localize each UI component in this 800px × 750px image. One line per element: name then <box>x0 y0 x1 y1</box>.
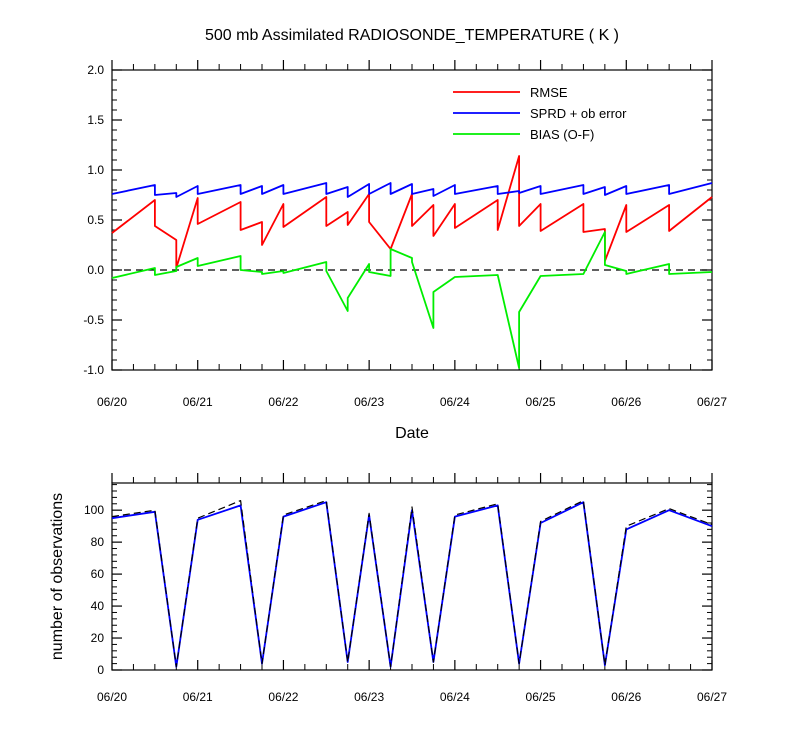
panel1-y-tick-label: 0.5 <box>87 213 104 227</box>
x-axis-title: Date <box>395 425 429 442</box>
panel2-x-tick-label: 06/21 <box>183 690 213 704</box>
panel1-y-tick-label: 2.0 <box>87 63 104 77</box>
panel2-series-2-line <box>111 500 713 668</box>
panel2-x-tick-label: 06/27 <box>697 690 727 704</box>
panel2-series-1-line <box>111 501 713 668</box>
panel1-x-tick-label: 06/27 <box>697 395 727 409</box>
panel1-series-1-line <box>111 155 713 269</box>
panel1-y-tick-label: 1.5 <box>87 113 104 127</box>
legend-label-2: SPRD + ob error <box>530 106 627 121</box>
y-axis-title: number of observations <box>49 493 66 660</box>
panel2-x-tick-label: 06/23 <box>354 690 384 704</box>
chart-title: 500 mb Assimilated RADIOSONDE_TEMPERATUR… <box>205 27 619 44</box>
panel2-y-tick-label: 40 <box>91 599 105 613</box>
panel2-x-tick-label: 06/22 <box>268 690 298 704</box>
panel2-x-tick-label: 06/24 <box>440 690 470 704</box>
panel2-y-tick-label: 20 <box>91 631 105 645</box>
panel2-y-tick-label: 0 <box>97 663 104 677</box>
panel2-y-tick-label: 60 <box>91 567 105 581</box>
panel2-y-tick-label: 80 <box>91 535 105 549</box>
panel2-x-tick-label: 06/20 <box>97 690 127 704</box>
panel1-x-tick-label: 06/26 <box>611 395 641 409</box>
panel1-series-3-line <box>111 231 713 369</box>
panel1-y-tick-label: -0.5 <box>83 313 104 327</box>
panel1-series-2-line <box>111 182 713 198</box>
panel2-y-tick-label: 100 <box>84 503 104 517</box>
legend-label-1: RMSE <box>530 85 568 100</box>
panel2-x-tick-label: 06/26 <box>611 690 641 704</box>
legend-label-3: BIAS (O-F) <box>530 127 594 142</box>
panel1-x-tick-label: 06/24 <box>440 395 470 409</box>
panel2-x-tick-label: 06/25 <box>526 690 556 704</box>
panel1-x-tick-label: 06/23 <box>354 395 384 409</box>
panel1-x-tick-label: 06/20 <box>97 395 127 409</box>
panel1-y-tick-label: 0.0 <box>87 263 104 277</box>
panel1-x-tick-label: 06/25 <box>526 395 556 409</box>
panel1-x-tick-label: 06/22 <box>268 395 298 409</box>
panel1-y-tick-label: -1.0 <box>83 363 104 377</box>
panel1-x-tick-label: 06/21 <box>183 395 213 409</box>
panel1-y-tick-label: 1.0 <box>87 163 104 177</box>
